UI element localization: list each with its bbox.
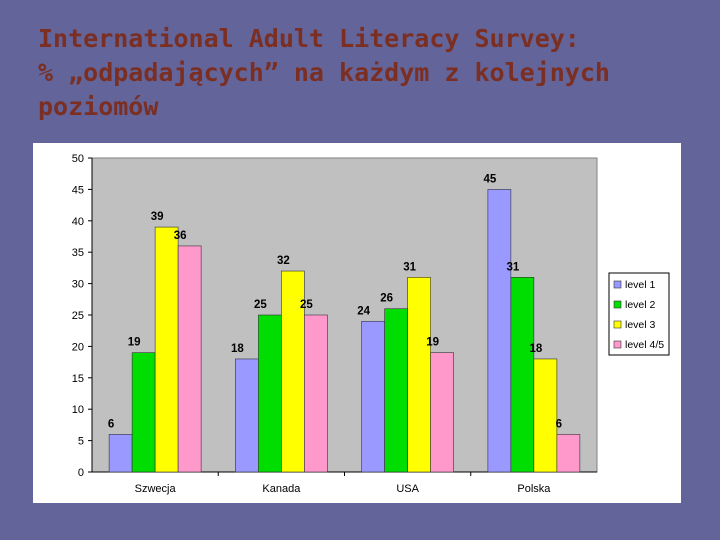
data-label: 36 xyxy=(174,230,187,242)
legend-label: level 4/5 xyxy=(625,339,664,351)
y-tick-label: 40 xyxy=(72,216,84,228)
title-line-3: poziomów xyxy=(38,92,159,121)
data-label: 32 xyxy=(277,255,290,267)
y-tick-label: 20 xyxy=(72,341,84,353)
legend-label: level 3 xyxy=(625,319,656,331)
legend-label: level 1 xyxy=(625,279,656,291)
bar xyxy=(407,277,431,473)
y-tick-label: 35 xyxy=(72,247,84,259)
data-label: 25 xyxy=(300,299,313,311)
y-tick-label: 5 xyxy=(78,436,84,448)
data-label: 25 xyxy=(254,299,267,311)
data-label: 6 xyxy=(556,418,562,430)
bar xyxy=(235,358,259,473)
bar xyxy=(384,308,408,473)
data-label: 19 xyxy=(128,337,141,349)
slide-title: International Adult Literacy Survey: % „… xyxy=(38,22,708,124)
bar xyxy=(430,352,454,473)
bar xyxy=(154,226,179,473)
legend-swatch xyxy=(613,320,622,329)
category-label: Kanada xyxy=(262,483,301,495)
bar xyxy=(487,189,512,473)
bar xyxy=(177,245,202,473)
bar xyxy=(510,277,535,473)
data-label: 6 xyxy=(108,418,114,430)
data-label: 18 xyxy=(231,343,244,355)
bar xyxy=(258,314,282,473)
legend-swatch xyxy=(613,340,622,349)
data-label: 24 xyxy=(357,305,370,317)
category-label: Polska xyxy=(517,483,551,495)
y-tick-label: 10 xyxy=(72,404,84,416)
data-label: 31 xyxy=(403,261,416,273)
legend-swatch xyxy=(613,280,622,289)
bar xyxy=(304,314,328,473)
title-line-2: % „odpadających” na każdym z kolejnych xyxy=(38,58,610,87)
data-label: 39 xyxy=(151,211,164,223)
y-tick-label: 15 xyxy=(72,373,84,385)
bar xyxy=(108,434,133,473)
data-label: 19 xyxy=(426,337,439,349)
chart-panel: 0 5 10 15 20 25 30 35 40 45 50 6 19 39 36 Szwecja 18 25 32… xyxy=(33,143,681,503)
title-line-1: International Adult Literacy Survey: xyxy=(38,24,580,53)
category-label: Szwecja xyxy=(135,483,177,495)
bar-chart: 0 5 10 15 20 25 30 35 40 45 50 6 19 39 36 Szwecja 18 25 32… xyxy=(72,153,670,495)
y-tick-label: 50 xyxy=(72,153,84,165)
y-tick-label: 45 xyxy=(72,184,84,196)
data-label: 31 xyxy=(506,261,519,273)
bar xyxy=(533,358,558,473)
data-label: 45 xyxy=(483,173,496,185)
data-label: 18 xyxy=(529,343,542,355)
legend-swatch xyxy=(613,300,622,309)
bar xyxy=(361,320,385,473)
category-label: USA xyxy=(396,483,419,495)
y-tick-label: 25 xyxy=(72,310,84,322)
bar xyxy=(556,434,581,473)
bar xyxy=(131,352,156,473)
legend-label: level 2 xyxy=(625,299,656,311)
y-tick-label: 0 xyxy=(78,467,84,479)
data-label: 26 xyxy=(380,293,393,305)
y-tick-label: 30 xyxy=(72,279,84,291)
